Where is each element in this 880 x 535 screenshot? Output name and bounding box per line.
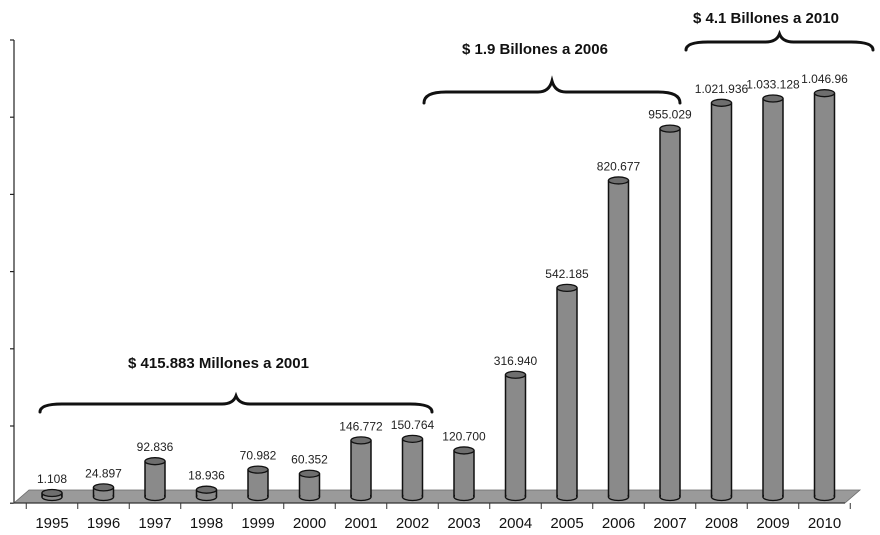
- bar-1996: [92, 483, 115, 502]
- bar-cap: [504, 370, 527, 379]
- value-label-1997: 92.836: [137, 440, 174, 454]
- bar-cap: [607, 176, 630, 185]
- bar-1998: [195, 485, 218, 502]
- x-tick-1997: 1997: [138, 515, 171, 532]
- value-label-2004: 316.940: [494, 354, 538, 368]
- bar-1995: [41, 488, 63, 502]
- bar-2006: [607, 176, 630, 502]
- x-tick-2001: 2001: [344, 515, 377, 532]
- x-tick-2000: 2000: [293, 515, 326, 532]
- value-label-2002: 150.764: [391, 418, 435, 432]
- brace-2001: [38, 391, 434, 414]
- x-tick-labels: 1995 1996 1997 1998 1999 2000 2001 2002 2003 2004…: [25, 503, 851, 532]
- y-axis: [10, 39, 15, 504]
- bar-cap: [298, 469, 321, 478]
- bar-2010: [813, 89, 836, 502]
- bar-fill: [609, 180, 628, 497]
- x-tick-1996: 1996: [87, 515, 120, 532]
- annotation-2006: $ 1.9 Billones a 2006: [462, 41, 608, 58]
- value-label-1995: 1.108: [37, 472, 67, 486]
- value-label-2006: 820.677: [597, 159, 641, 173]
- bar-2002: [401, 434, 424, 502]
- bar-cap: [350, 436, 372, 445]
- brace-2006: [422, 75, 682, 105]
- bar-cap: [247, 465, 269, 474]
- bar-cap: [195, 485, 218, 494]
- x-tick-2006: 2006: [602, 515, 635, 532]
- bar-cap: [710, 98, 733, 107]
- bar-2008: [710, 98, 733, 502]
- value-label-2008: 1.021.936: [695, 82, 749, 96]
- value-label-2001: 146.772: [339, 419, 383, 433]
- value-label-1996: 24.897: [85, 466, 122, 480]
- bar-cap: [556, 283, 578, 293]
- bar-fill: [558, 287, 576, 497]
- bar-2001: [350, 436, 372, 502]
- value-label-1999: 70.982: [240, 449, 277, 463]
- x-tick-1998: 1998: [190, 515, 223, 532]
- value-label-2000: 60.352: [291, 453, 328, 467]
- bar-cap: [144, 457, 166, 466]
- x-tick-2008: 2008: [705, 515, 738, 532]
- bar-fill: [661, 128, 679, 498]
- x-tick-1995: 1995: [35, 515, 68, 532]
- bar-cap: [813, 89, 836, 98]
- bar-fill: [249, 469, 267, 497]
- bar-2009: [762, 94, 784, 502]
- x-tick-2005: 2005: [550, 515, 583, 532]
- bar-2004: [504, 370, 527, 502]
- bar-fill: [300, 473, 319, 497]
- bar-2005: [556, 283, 578, 502]
- bar-1997: [144, 457, 166, 502]
- bar-2000: [298, 469, 321, 502]
- bars: [41, 89, 836, 502]
- x-tick-1999: 1999: [241, 515, 274, 532]
- bar-cap: [41, 488, 63, 498]
- x-tick-2010: 2010: [808, 515, 841, 532]
- x-tick-2009: 2009: [756, 515, 789, 532]
- bar-fill: [94, 487, 113, 497]
- bar-fill: [815, 93, 834, 497]
- value-label-2007: 955.029: [648, 108, 692, 122]
- value-labels: 1.108 24.897 92.836 18.936 70.982 60.352 146.7…: [37, 72, 848, 486]
- value-label-2009: 1.033.128: [746, 78, 800, 92]
- bar-cap: [401, 434, 424, 443]
- annotation-2010: $ 4.1 Billones a 2010: [693, 10, 839, 27]
- x-tick-2003: 2003: [447, 515, 480, 532]
- bar-fill: [712, 102, 731, 498]
- floor-plane: [12, 489, 862, 504]
- bar-fill: [352, 440, 370, 497]
- chart-floor: [12, 489, 862, 504]
- bar-1999: [247, 465, 269, 502]
- annotation-2001: $ 415.883 Millones a 2001: [128, 355, 309, 372]
- value-label-2010: 1.046.96: [801, 72, 848, 86]
- bar-cap: [762, 94, 784, 103]
- bar-cap: [453, 446, 475, 455]
- bar-2003: [453, 446, 475, 502]
- x-tick-2002: 2002: [396, 515, 429, 532]
- bar-2007: [659, 124, 681, 502]
- bar-fill: [455, 450, 473, 497]
- bar-cap: [659, 124, 681, 133]
- bar-fill: [146, 461, 164, 497]
- bar-fill: [506, 374, 525, 497]
- bar-fill: [403, 438, 422, 497]
- x-tick-2004: 2004: [499, 515, 532, 532]
- x-tick-2007: 2007: [653, 515, 686, 532]
- value-label-2003: 120.700: [442, 429, 486, 443]
- brace-2010: [684, 29, 875, 52]
- value-label-1998: 18.936: [188, 469, 225, 483]
- value-label-2005: 542.185: [545, 267, 589, 281]
- bar-cap: [92, 483, 115, 492]
- bar-fill: [764, 98, 782, 497]
- annotation-braces: [38, 29, 875, 414]
